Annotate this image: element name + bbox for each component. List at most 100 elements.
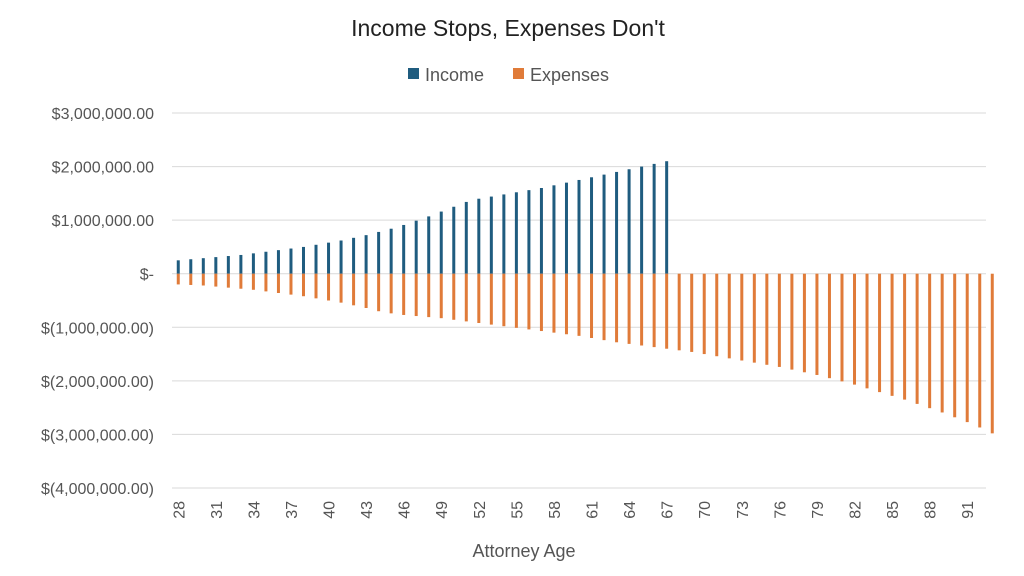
x-tick-label: 46 <box>397 501 414 519</box>
x-tick-label: 31 <box>209 501 226 519</box>
y-tick-label: $3,000,000.00 <box>52 106 154 123</box>
income-bar <box>327 242 331 274</box>
expenses-bar <box>677 273 681 351</box>
income-bar <box>314 244 318 274</box>
expenses-bar <box>615 273 619 343</box>
income-bar <box>464 201 468 274</box>
expenses-bar <box>364 273 368 308</box>
expenses-bar <box>765 273 769 365</box>
expenses-bar <box>477 273 481 323</box>
expenses-bar <box>990 273 994 434</box>
income-bar <box>264 251 268 274</box>
income-bar <box>615 171 619 274</box>
chart-title: Income Stops, Expenses Don't <box>351 15 665 41</box>
y-tick-label: $(4,000,000.00) <box>41 481 154 498</box>
expenses-bar <box>339 273 343 303</box>
expenses-bar <box>690 273 694 352</box>
income-bar <box>514 192 518 274</box>
x-tick-label: 73 <box>735 501 752 519</box>
x-tick-label: 88 <box>923 501 940 519</box>
expenses-bar <box>402 273 406 315</box>
x-tick-label: 52 <box>472 501 489 519</box>
expenses-bar <box>327 273 331 301</box>
expenses-bar <box>853 273 857 385</box>
x-tick-label: 37 <box>284 501 301 519</box>
income-bar <box>652 163 656 274</box>
expenses-bar <box>890 273 894 396</box>
expenses-bar <box>965 273 969 423</box>
income-bar <box>339 240 343 274</box>
expenses-bar <box>314 273 318 299</box>
expenses-bar <box>665 273 669 349</box>
income-bar <box>640 166 644 274</box>
income-bar <box>564 182 568 274</box>
x-tick-label: 43 <box>359 501 376 519</box>
expenses-bar <box>377 273 381 312</box>
y-tick-label: $(1,000,000.00) <box>41 320 154 337</box>
income-bar <box>301 246 305 274</box>
expenses-bar <box>702 273 706 355</box>
y-tick-label: $2,000,000.00 <box>52 160 154 177</box>
expenses-bar <box>715 273 719 357</box>
expenses-bar <box>527 273 531 330</box>
income-bar <box>539 188 543 274</box>
income-bar <box>489 196 493 274</box>
income-bar <box>226 256 230 274</box>
income-bar <box>364 235 368 274</box>
income-bar <box>289 248 293 274</box>
y-axis: $3,000,000.00 $2,000,000.00 $1,000,000.00 $… <box>41 106 154 498</box>
x-axis-title: Attorney Age <box>472 541 575 561</box>
x-tick-label: 76 <box>772 501 789 519</box>
legend-swatch-income <box>408 68 419 79</box>
expenses-bar <box>289 273 293 295</box>
income-bar <box>577 179 581 274</box>
expenses-bar <box>189 273 193 285</box>
income-bar <box>201 258 205 274</box>
expenses-bar <box>953 273 957 418</box>
expenses-bar <box>352 273 356 306</box>
expenses-bar <box>552 273 556 333</box>
expenses-bar <box>452 273 456 320</box>
expenses-bar <box>276 273 280 293</box>
expenses-bar <box>790 273 794 370</box>
expenses-bar <box>878 273 882 393</box>
x-tick-label: 34 <box>246 501 263 519</box>
expenses-bar <box>978 273 982 428</box>
legend-label-expenses: Expenses <box>530 65 609 85</box>
expenses-bar <box>865 273 869 389</box>
income-bar <box>552 185 556 274</box>
y-tick-label: $(2,000,000.00) <box>41 374 154 391</box>
x-tick-label: 82 <box>848 501 865 519</box>
expenses-bar <box>176 273 180 285</box>
expenses-bar <box>414 273 418 317</box>
x-tick-label: 70 <box>697 501 714 519</box>
expenses-bar <box>439 273 443 319</box>
x-tick-label: 79 <box>810 501 827 519</box>
x-tick-label: 85 <box>885 501 902 519</box>
expenses-bar <box>577 273 581 336</box>
y-tick-label: $(3,000,000.00) <box>41 427 154 444</box>
income-bar <box>527 190 531 274</box>
income-bar <box>477 198 481 274</box>
expenses-bar <box>590 273 594 338</box>
expenses-bar <box>239 273 243 289</box>
legend-label-income: Income <box>425 65 484 85</box>
income-bar <box>665 161 669 274</box>
income-bar <box>427 216 431 274</box>
expenses-bar <box>502 273 506 327</box>
y-tick-label: $1,000,000.00 <box>52 213 154 230</box>
x-tick-label: 55 <box>509 501 526 519</box>
expenses-bar <box>539 273 543 332</box>
income-bar <box>627 169 631 274</box>
expenses-bar <box>389 273 393 314</box>
expenses-bar <box>627 273 631 344</box>
expenses-bar <box>489 273 493 325</box>
expenses-bar <box>652 273 656 348</box>
income-bar <box>402 224 406 274</box>
expenses-bar <box>815 273 819 375</box>
expenses-bar <box>740 273 744 361</box>
x-tick-label: 64 <box>622 501 639 519</box>
legend-swatch-expenses <box>513 68 524 79</box>
x-tick-label: 91 <box>960 501 977 519</box>
